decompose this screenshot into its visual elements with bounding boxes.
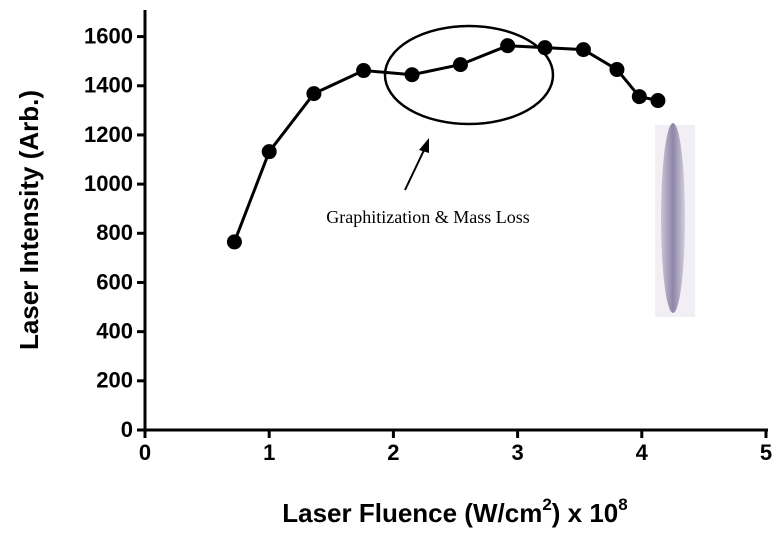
data-point	[575, 42, 591, 58]
data-point	[306, 86, 322, 102]
annotation: Graphitization & Mass Loss	[326, 207, 529, 227]
x-tick-label: 0	[139, 440, 151, 465]
y-tick-label: 1000	[84, 171, 133, 196]
data-point	[537, 40, 553, 56]
data-point	[650, 93, 666, 109]
y-tick-label: 0	[121, 417, 133, 442]
x-tick-label: 5	[760, 440, 772, 465]
data-point	[261, 144, 277, 160]
y-tick-label: 1200	[84, 122, 133, 147]
x-title-part: ) x 10	[552, 498, 619, 528]
x-title-part: Laser Fluence (W/cm	[282, 498, 542, 528]
y-tick-label: 200	[96, 368, 133, 393]
arrow	[404, 147, 426, 191]
data-point	[500, 38, 516, 54]
x-axis-title: Laser Fluence (W/cm2) x 108	[282, 495, 628, 528]
data-point	[609, 62, 625, 78]
x-tick-label: 3	[511, 440, 523, 465]
x-title-sup: 2	[542, 495, 551, 514]
x-tick-label: 2	[387, 440, 399, 465]
x-tick-label: 4	[636, 440, 649, 465]
arrow-head	[419, 138, 429, 153]
data-point	[631, 89, 647, 105]
x-title-sup: 8	[618, 495, 627, 514]
y-tick-label: 600	[96, 269, 133, 294]
data-point	[226, 234, 242, 250]
y-tick-label: 400	[96, 318, 133, 343]
y-tick-label: 800	[96, 220, 133, 245]
data-point	[356, 63, 372, 79]
data-point	[404, 67, 420, 83]
y-axis-title: Laser Intensity (Arb.)	[14, 90, 44, 350]
x-tick-label: 1	[263, 440, 275, 465]
data-point	[452, 57, 468, 73]
y-tick-label: 1600	[84, 23, 133, 48]
fiber-image	[661, 123, 685, 313]
highlight-ellipse	[383, 24, 555, 126]
y-tick-label: 1400	[84, 73, 133, 98]
